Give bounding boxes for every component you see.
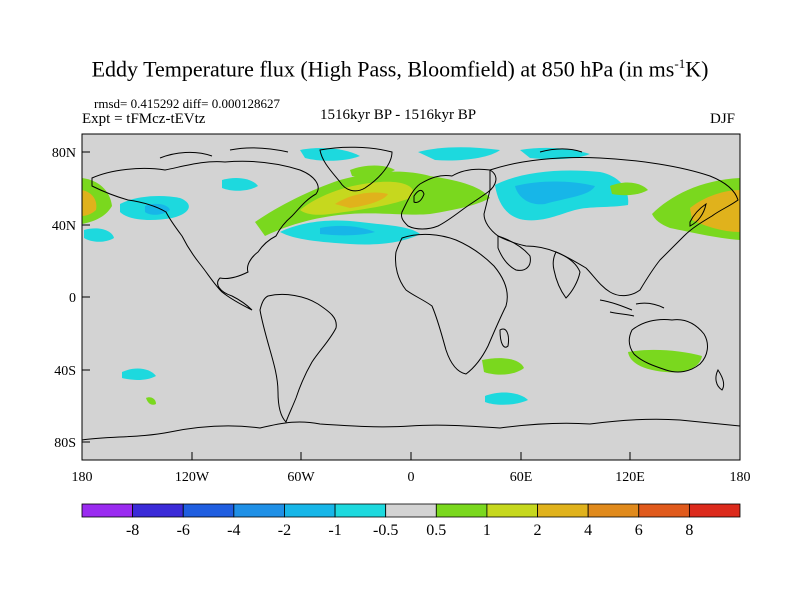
colorbar-label: 1 [483,522,491,539]
coastline-asia [483,157,739,297]
plot-title: Eddy Temperature flux (High Pass, Bloomf… [91,56,709,82]
coastline-india [552,251,581,299]
negative-region-south-atlantic [485,392,528,405]
coastline-new-zealand [715,369,725,391]
coastline-japan [689,202,707,227]
coastline-madagascar [499,328,509,348]
colorbar-label: -4 [227,522,240,539]
coastline-greenland [319,146,393,192]
x-tick-label: 0 [408,470,415,485]
coastline-antarctica [81,418,741,441]
rmsd-diff-stats: rmsd= 0.415292 diff= 0.000128627 [94,96,280,111]
x-tick-label: 60W [287,470,315,485]
map-panel [81,133,741,461]
y-tick-label: 40S [54,364,76,379]
colorbar-swatch [688,503,741,518]
colorbar-swatch [587,503,640,518]
axis-ticks [81,151,741,460]
coastline-europe [401,168,497,230]
colorbar-label: 6 [635,522,643,539]
coastline-uk [413,189,425,203]
colorbar-swatch [435,503,488,518]
y-tick-label: 40N [52,219,76,234]
coastlines [81,146,741,441]
period-label: 1516kyr BP - 1516kyr BP [320,107,477,123]
y-tick-label: 0 [69,291,76,306]
coastline-australia [628,319,708,373]
colorbar-swatch [284,503,336,518]
anomaly-fields [82,147,740,405]
y-tick-label: 80S [54,436,76,451]
positive-region-australia [628,349,702,373]
x-tick-label: 120E [615,470,645,485]
colorbar-label: -2 [278,522,291,539]
coastline-arabia [497,235,531,271]
x-tick-label: 60E [510,470,533,485]
x-tick-label: 120W [175,470,210,485]
positive-core-north-pacific-east [82,190,97,216]
coastline-africa [395,233,508,375]
coastline-south-america [259,293,337,423]
experiment-label: Expt = tFMcz-tEVtz [82,111,206,127]
colorbar-labels: -8 -6 -4 -2 -1 -0.5 0.5 1 2 4 6 8 [126,522,693,539]
colorbar-label: 8 [685,522,693,539]
colorbar-swatch [385,503,437,518]
positive-region-south-pacific [146,397,156,405]
negative-region-greenland [222,178,258,191]
positive-region-south-africa [482,358,524,375]
x-axis-labels: 180 120W 60W 0 60E 120E 180 [72,470,751,485]
x-tick-label: 180 [72,470,93,485]
negative-region-arctic-2 [520,147,590,160]
colorbar-label: 2 [534,522,542,539]
negative-region-canada [300,148,360,161]
negative-core-north-atlantic [320,225,375,236]
colorbar-label: -8 [126,522,139,539]
colorbar-swatch [132,503,184,518]
colorbar-swatch [182,503,235,518]
colorbar-swatch [334,503,387,518]
colorbar-label: 4 [584,522,592,539]
colorbar-swatch [638,503,690,518]
y-axis-labels: 80N 40N 0 40S 80S [52,146,76,451]
x-tick-label: 180 [730,470,751,485]
colorbar-label: -0.5 [373,522,398,539]
coastline-north-america [91,160,319,311]
negative-core-north-pacific-east [145,203,170,215]
coastline-arctic-islands [159,147,583,159]
colorbar-swatch [486,503,538,518]
colorbar-label: -1 [328,522,341,539]
colorbar-label: -6 [177,522,190,539]
y-tick-label: 80N [52,146,76,161]
negative-core-eurasia [515,181,595,205]
positive-region-arctic [350,165,395,177]
colorbar-swatch [537,503,589,518]
negative-region-south-pacific [122,368,156,380]
negative-region-pacific-coast [84,228,114,242]
positive-region-siberia [610,182,648,196]
negative-region-arctic-1 [418,147,500,161]
positive-core2-north-atlantic [335,192,388,208]
season-label: DJF [710,111,736,127]
colorbar-swatch [233,503,285,518]
colorbar-swatch [81,503,134,518]
colorbar [81,503,741,518]
coastline-indonesia [599,299,665,317]
colorbar-label: 0.5 [426,522,446,539]
